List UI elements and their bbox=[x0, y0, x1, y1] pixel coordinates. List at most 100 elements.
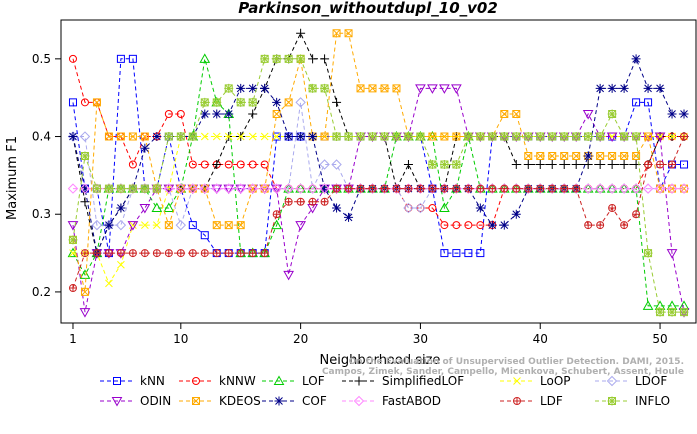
data-point bbox=[199, 183, 210, 194]
data-point bbox=[260, 132, 269, 141]
data-point bbox=[320, 197, 329, 206]
data-point bbox=[79, 308, 91, 318]
data-point bbox=[79, 269, 91, 279]
data-point bbox=[536, 184, 545, 193]
series-line bbox=[72, 136, 685, 289]
data-point bbox=[104, 220, 114, 230]
data-point bbox=[141, 221, 149, 229]
data-point bbox=[559, 132, 569, 142]
series-line bbox=[72, 32, 684, 293]
data-point bbox=[655, 307, 665, 317]
x-tick-label: 40 bbox=[533, 332, 548, 346]
data-point bbox=[212, 97, 222, 107]
data-point bbox=[283, 183, 294, 193]
data-point bbox=[79, 131, 91, 142]
data-point bbox=[200, 132, 209, 141]
data-point bbox=[680, 160, 689, 169]
data-point bbox=[500, 184, 509, 193]
data-point bbox=[284, 197, 293, 206]
data-point bbox=[595, 160, 605, 170]
series-layer bbox=[67, 28, 690, 318]
watermark-line-2: Campos, Zimek, Sander, Campello, Micenko… bbox=[322, 367, 684, 377]
series-line bbox=[72, 57, 684, 255]
series-line bbox=[73, 102, 684, 227]
data-point bbox=[116, 184, 126, 194]
data-point bbox=[164, 110, 173, 119]
data-point bbox=[128, 160, 137, 169]
data-point bbox=[115, 219, 127, 231]
data-point bbox=[594, 183, 606, 194]
legend-label: COF bbox=[302, 394, 327, 408]
data-point bbox=[511, 132, 521, 142]
data-point bbox=[199, 53, 211, 63]
series bbox=[68, 132, 689, 293]
legend-label: kNN bbox=[140, 374, 165, 388]
data-point bbox=[380, 184, 389, 193]
data-point bbox=[452, 132, 461, 141]
data-point bbox=[92, 184, 102, 194]
x-tick-label: 10 bbox=[173, 332, 188, 346]
x-tick-label: 50 bbox=[652, 332, 667, 346]
legend-marker bbox=[111, 397, 123, 407]
data-point bbox=[68, 284, 77, 293]
data-point bbox=[571, 160, 581, 170]
data-point bbox=[260, 249, 269, 258]
data-point bbox=[104, 249, 113, 258]
series bbox=[69, 132, 688, 288]
data-point bbox=[463, 132, 473, 142]
data-point bbox=[344, 184, 353, 193]
data-point bbox=[68, 132, 78, 142]
data-point bbox=[379, 132, 389, 142]
data-point bbox=[307, 183, 318, 194]
data-point bbox=[512, 110, 521, 119]
data-point bbox=[559, 160, 569, 170]
data-point bbox=[332, 184, 341, 193]
data-point bbox=[319, 159, 330, 170]
data-point bbox=[68, 98, 77, 107]
series bbox=[68, 29, 689, 296]
data-point bbox=[248, 109, 258, 119]
data-point bbox=[451, 160, 461, 170]
series bbox=[67, 53, 690, 310]
legend-label: LDF bbox=[540, 394, 563, 408]
data-point bbox=[451, 84, 462, 94]
data-point bbox=[129, 221, 137, 229]
data-point bbox=[248, 160, 257, 169]
data-point bbox=[584, 221, 593, 230]
data-point bbox=[667, 109, 677, 119]
data-point bbox=[642, 183, 654, 194]
data-point bbox=[618, 183, 630, 194]
data-point bbox=[296, 197, 305, 206]
data-point bbox=[583, 132, 593, 142]
data-point bbox=[223, 183, 234, 194]
data-point bbox=[464, 221, 473, 230]
data-point bbox=[296, 54, 306, 64]
data-point bbox=[618, 183, 630, 193]
data-point bbox=[332, 29, 341, 38]
data-point bbox=[416, 184, 425, 193]
data-point bbox=[104, 184, 114, 194]
data-point bbox=[439, 202, 450, 213]
data-point bbox=[272, 97, 282, 107]
data-point bbox=[572, 151, 581, 160]
data-point bbox=[548, 184, 557, 193]
data-point bbox=[656, 132, 664, 141]
data-point bbox=[606, 183, 618, 193]
data-point bbox=[632, 210, 641, 219]
data-point bbox=[224, 249, 233, 258]
data-point bbox=[164, 132, 174, 142]
series bbox=[68, 54, 689, 258]
data-point bbox=[642, 300, 654, 310]
series-line bbox=[72, 58, 684, 313]
legend-marker bbox=[113, 377, 121, 385]
legend-item: LDF bbox=[500, 394, 563, 408]
data-point bbox=[92, 249, 101, 258]
data-point bbox=[452, 184, 461, 193]
data-point bbox=[224, 160, 233, 169]
legend-item: ODIN bbox=[100, 394, 171, 408]
data-point bbox=[128, 184, 138, 194]
data-point bbox=[187, 183, 198, 194]
data-point bbox=[247, 183, 258, 194]
data-point bbox=[499, 220, 509, 230]
data-point bbox=[631, 132, 641, 142]
